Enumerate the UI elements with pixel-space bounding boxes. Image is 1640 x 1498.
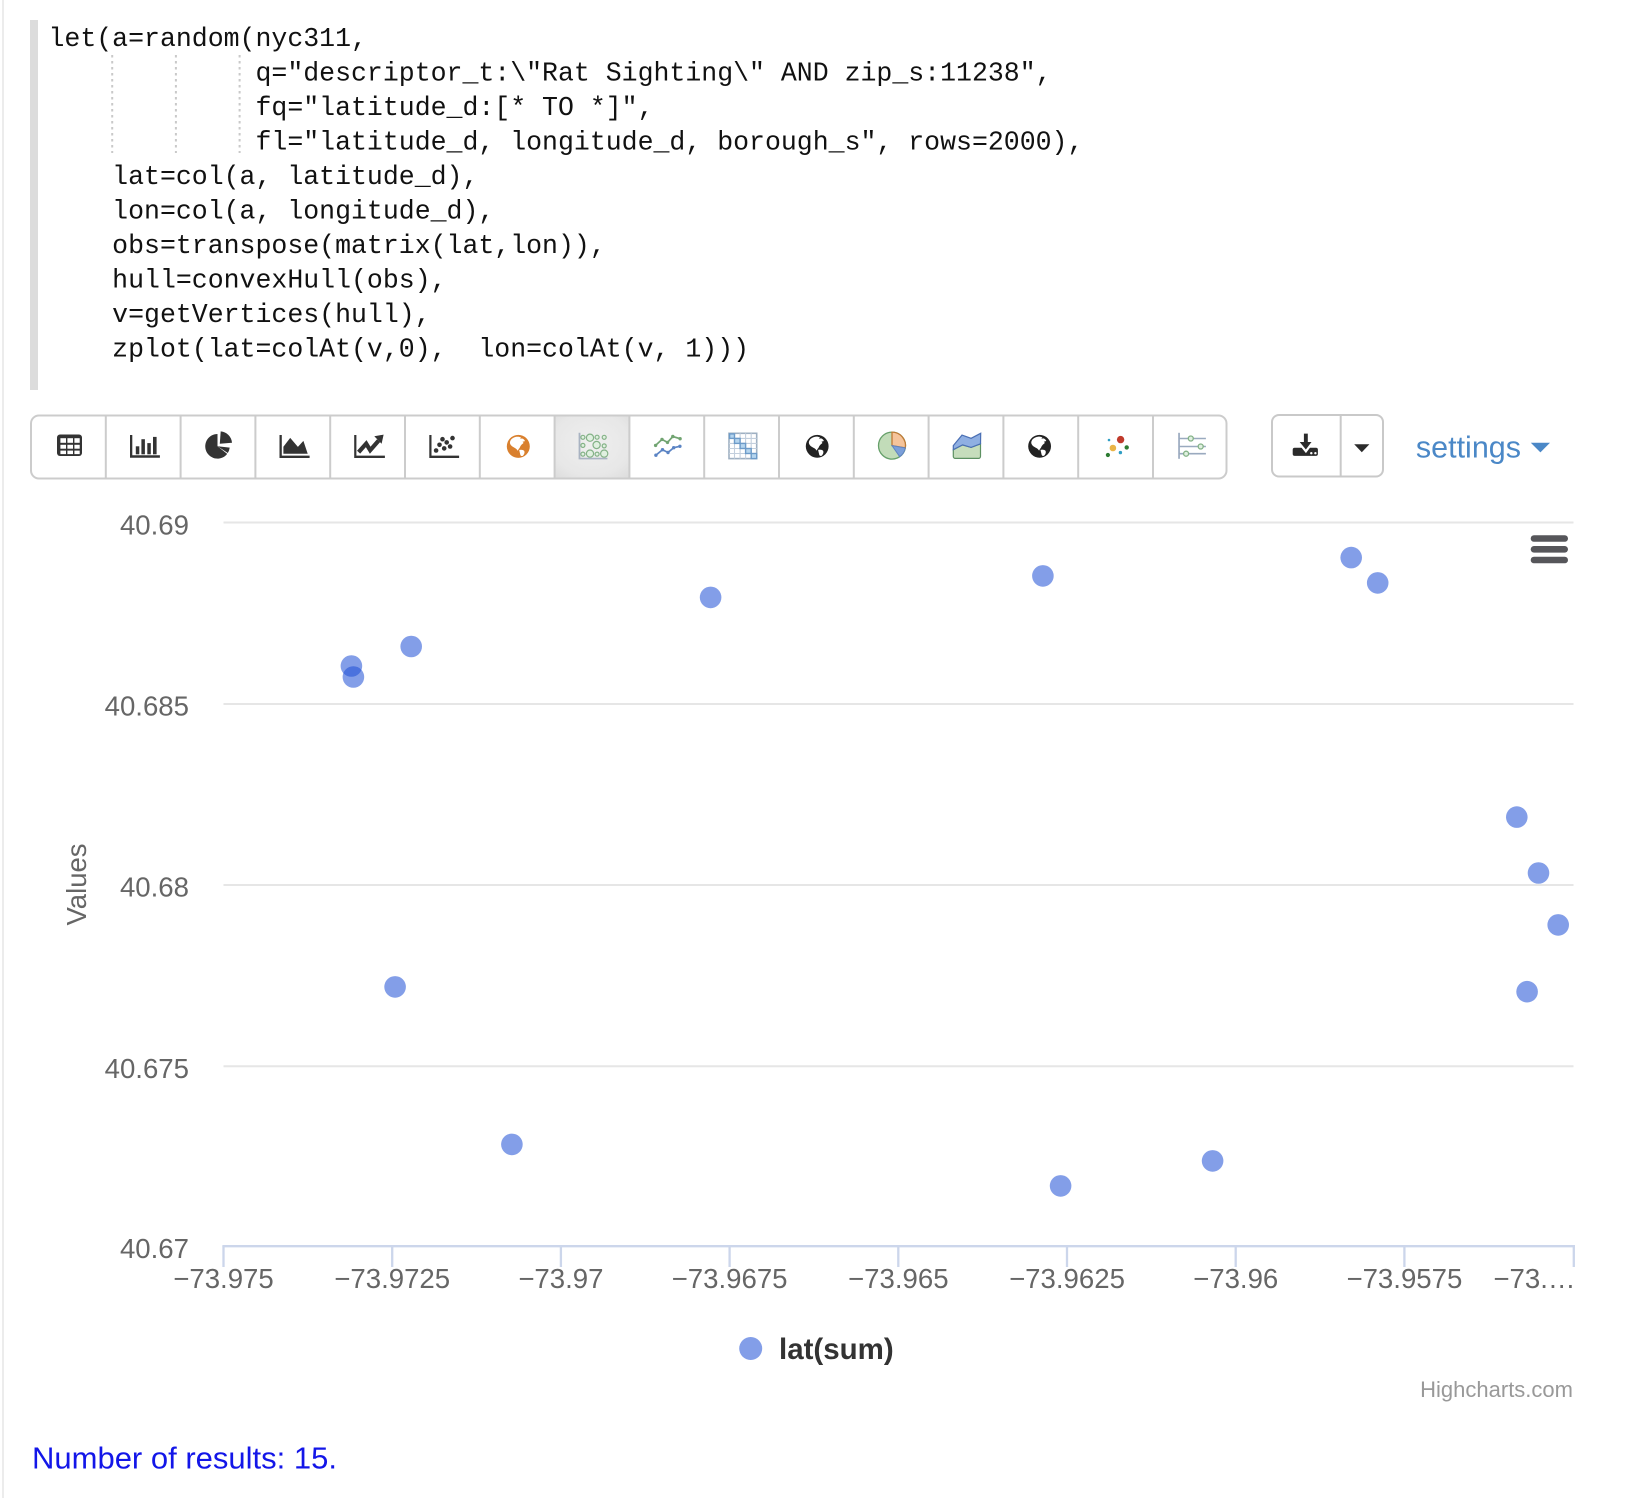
svg-text:lon=col(a, longitude_d),: lon=col(a, longitude_d), xyxy=(49,197,495,227)
svg-text:lat=col(a, latitude_d),: lat=col(a, latitude_d), xyxy=(49,162,479,192)
svg-text:q="descriptor_t:\"Rat Sighting: q="descriptor_t:\"Rat Sighting\" AND zip… xyxy=(49,59,1052,89)
svg-text:40.69: 40.69 xyxy=(120,510,189,541)
svg-text:hull=convexHull(obs),: hull=convexHull(obs), xyxy=(49,266,447,296)
svg-text:−73.9575: −73.9575 xyxy=(1346,1263,1462,1294)
svg-text:−73.9675: −73.9675 xyxy=(672,1263,788,1294)
svg-text:−73.96: −73.96 xyxy=(1193,1263,1278,1294)
svg-text:fl="latitude_d, longitude_d, b: fl="latitude_d, longitude_d, borough_s",… xyxy=(49,128,1084,158)
svg-text:−73.97: −73.97 xyxy=(518,1263,603,1294)
svg-text:v=getVertices(hull),: v=getVertices(hull), xyxy=(49,300,431,330)
svg-text:obs=transpose(matrix(lat,lon)): obs=transpose(matrix(lat,lon)), xyxy=(49,231,606,261)
svg-text:Values: Values xyxy=(61,843,92,925)
svg-text:−73.…: −73.… xyxy=(1493,1263,1575,1294)
svg-text:40.67: 40.67 xyxy=(120,1233,189,1264)
svg-text:lat(sum): lat(sum) xyxy=(779,1333,894,1366)
svg-text:settings: settings xyxy=(1416,431,1521,465)
svg-text:Number of results: 15.: Number of results: 15. xyxy=(32,1441,337,1476)
svg-text:let(a=random(nyc311,: let(a=random(nyc311, xyxy=(49,24,367,54)
svg-text:−73.965: −73.965 xyxy=(848,1263,949,1294)
svg-text:Highcharts.com: Highcharts.com xyxy=(1420,1377,1573,1402)
svg-text:−73.975: −73.975 xyxy=(173,1263,274,1294)
svg-text:fq="latitude_d:[* TO *]",: fq="latitude_d:[* TO *]", xyxy=(49,93,654,123)
svg-text:zplot(lat=colAt(v,0), lon=col: zplot(lat=colAt(v,0), lon=colAt(v, 1))) xyxy=(49,335,750,365)
svg-text:−73.9625: −73.9625 xyxy=(1009,1263,1125,1294)
svg-text:40.68: 40.68 xyxy=(120,872,189,903)
svg-text:40.685: 40.685 xyxy=(105,691,189,722)
svg-text:−73.9725: −73.9725 xyxy=(334,1263,450,1294)
svg-text:40.675: 40.675 xyxy=(105,1053,189,1084)
